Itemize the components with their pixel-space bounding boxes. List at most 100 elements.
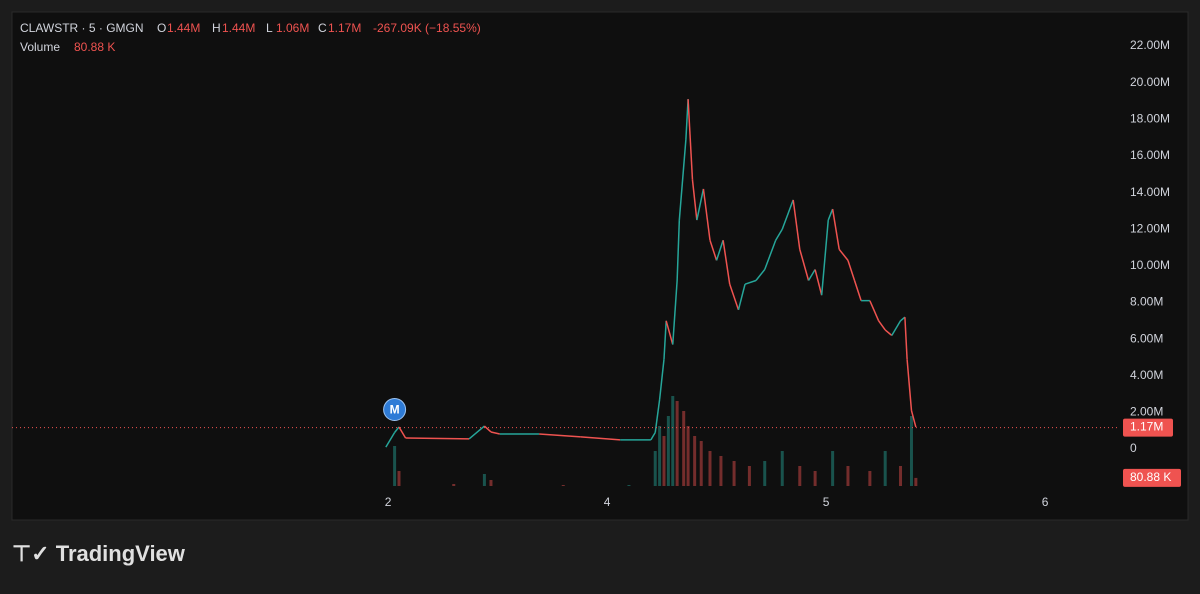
price-segment <box>539 433 581 438</box>
volume-bar <box>671 396 675 486</box>
volume-bar <box>658 426 662 486</box>
volume-bar <box>798 466 802 486</box>
y-tick-label: 18.00M <box>1130 111 1170 125</box>
close-key: C <box>318 21 327 35</box>
volume-bar <box>675 401 679 486</box>
price-segment <box>869 300 880 322</box>
price-segment <box>737 283 746 310</box>
open: 1.44M <box>167 21 200 35</box>
price-segment <box>831 208 840 250</box>
x-tick-label: 5 <box>823 495 830 509</box>
price-segment <box>807 269 816 281</box>
volume-bar <box>699 441 703 486</box>
price-segment <box>820 219 829 296</box>
open-key: O <box>157 21 166 35</box>
price-segment <box>696 188 705 221</box>
price-segment <box>654 399 661 433</box>
price-segment <box>775 228 783 241</box>
price-segment <box>755 269 766 281</box>
price-segment <box>672 280 678 345</box>
event-marker <box>383 398 407 422</box>
volume-bar <box>868 471 872 486</box>
price-segment <box>405 437 470 440</box>
y-tick-label: 4.00M <box>1130 368 1163 382</box>
price-segment <box>702 188 711 241</box>
y-tick-label: 10.00M <box>1130 258 1170 272</box>
price-segment <box>658 359 665 400</box>
volume-key: Volume <box>20 40 60 54</box>
volume-bar <box>846 466 850 486</box>
price-segment <box>910 410 917 428</box>
volume-bar <box>914 477 918 486</box>
volume-bar <box>813 471 817 486</box>
volume-bar <box>747 466 751 486</box>
price-segment <box>884 329 893 337</box>
price-segment <box>799 249 810 281</box>
price-segment <box>665 320 674 345</box>
last-price-label: 1.17M <box>1130 420 1163 434</box>
brand: TradingView <box>56 541 186 566</box>
y-tick-label: 16.00M <box>1130 148 1170 162</box>
low: 1.06M <box>276 21 309 35</box>
change: -267.09K (−18.55%) <box>373 21 481 35</box>
y-tick-label: 2.00M <box>1130 405 1163 419</box>
price-segment <box>792 199 801 250</box>
last-volume-badge <box>1123 468 1181 487</box>
price-segment <box>580 436 621 441</box>
price-segment <box>764 239 777 270</box>
price-segment <box>891 320 902 336</box>
volume-bar <box>909 416 913 486</box>
price-segment <box>468 425 485 440</box>
volume-bar <box>899 466 903 486</box>
price-segment <box>490 431 500 435</box>
volume-bar <box>489 480 493 486</box>
volume-bar <box>763 461 767 486</box>
price-segment <box>678 139 687 221</box>
high-key: H <box>212 21 221 35</box>
price-segment <box>847 260 856 281</box>
chart-pane <box>11 11 1189 521</box>
y-tick-label: 0 <box>1130 441 1137 455</box>
volume-bar <box>831 451 835 486</box>
volume-bar <box>883 451 887 486</box>
price-segment <box>878 320 886 331</box>
price-segment <box>676 220 681 281</box>
volume-bar <box>666 416 670 486</box>
price-segment <box>722 240 731 285</box>
price-segment <box>904 317 908 360</box>
volume-bar <box>393 446 397 486</box>
y-tick-label: 6.00M <box>1130 331 1163 345</box>
event-marker-label: M <box>390 403 400 417</box>
x-tick-label: 4 <box>604 495 611 509</box>
volume-bar <box>653 451 657 486</box>
legend-header: CLAWSTR · 5 · GMGN O 1.44M H 1.44M L 1.0… <box>20 21 481 54</box>
volume-bar <box>780 451 784 486</box>
volume-bar <box>397 471 401 486</box>
price-segment <box>394 426 400 433</box>
price-segment <box>838 248 849 261</box>
price-segment <box>663 320 667 360</box>
volume-bar <box>693 436 697 486</box>
high: 1.44M <box>222 21 255 35</box>
close: 1.17M <box>328 21 361 35</box>
volume-bar <box>561 485 565 486</box>
price-segment <box>715 239 724 261</box>
y-tick-label: 14.00M <box>1130 185 1170 199</box>
price-segment <box>691 179 698 221</box>
volume-bar <box>686 426 690 486</box>
price-segment <box>900 316 906 322</box>
volume-bar <box>719 456 723 486</box>
last-volume-label: 80.88 K <box>1130 470 1171 484</box>
last-price-badge <box>1123 418 1173 437</box>
volume-bar <box>708 451 712 486</box>
volume-bar <box>662 436 666 486</box>
price-segment <box>744 279 757 285</box>
price-segment <box>385 432 396 448</box>
price-segment <box>781 199 794 230</box>
price-segment <box>398 426 407 439</box>
y-tick-label: 22.00M <box>1130 38 1170 52</box>
price-segment <box>814 269 823 296</box>
symbol: CLAWSTR · 5 · GMGN <box>20 21 144 35</box>
